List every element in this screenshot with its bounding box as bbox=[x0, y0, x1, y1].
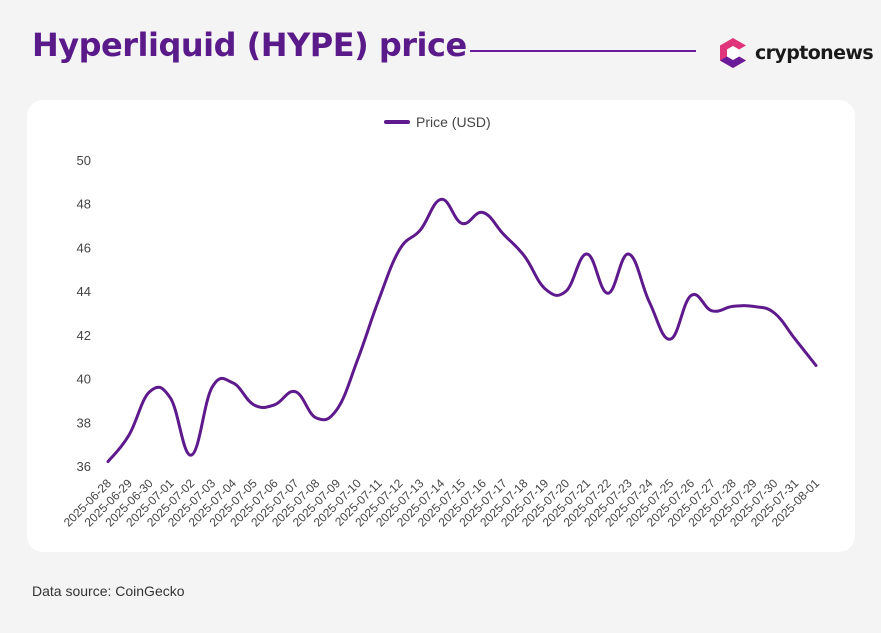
x-axis: 2025-06-282025-06-292025-06-302025-07-01… bbox=[61, 476, 823, 530]
legend-label: Price (USD) bbox=[416, 114, 491, 130]
brand: cryptonews bbox=[717, 36, 874, 70]
data-source: Data source: CoinGecko bbox=[32, 583, 185, 599]
y-tick-label: 42 bbox=[77, 328, 91, 343]
legend: Price (USD) bbox=[384, 114, 491, 130]
title-divider bbox=[470, 50, 696, 52]
cryptonews-logo-icon bbox=[720, 38, 746, 68]
page-title: Hyperliquid (HYPE) price bbox=[32, 26, 467, 64]
chart-card: Price (USD) 36 38 40 42 44 46 48 50 2025-06-28 2… bbox=[27, 100, 855, 552]
y-axis: 36 38 40 42 44 46 48 50 bbox=[77, 153, 91, 474]
series-line-price bbox=[106, 197, 818, 464]
price-line-chart: Price (USD) 36 38 40 42 44 46 48 50 2025-06-282… bbox=[61, 114, 823, 530]
y-tick-label: 46 bbox=[77, 240, 91, 255]
y-tick-label: 36 bbox=[77, 459, 91, 474]
y-tick-label: 44 bbox=[77, 284, 91, 299]
y-tick-label: 40 bbox=[77, 372, 91, 387]
y-tick-label: 48 bbox=[77, 197, 91, 212]
y-tick-label: 38 bbox=[77, 415, 91, 430]
brand-name: cryptonews bbox=[755, 42, 874, 64]
plot-area bbox=[106, 197, 818, 464]
y-tick-label: 50 bbox=[77, 153, 91, 168]
